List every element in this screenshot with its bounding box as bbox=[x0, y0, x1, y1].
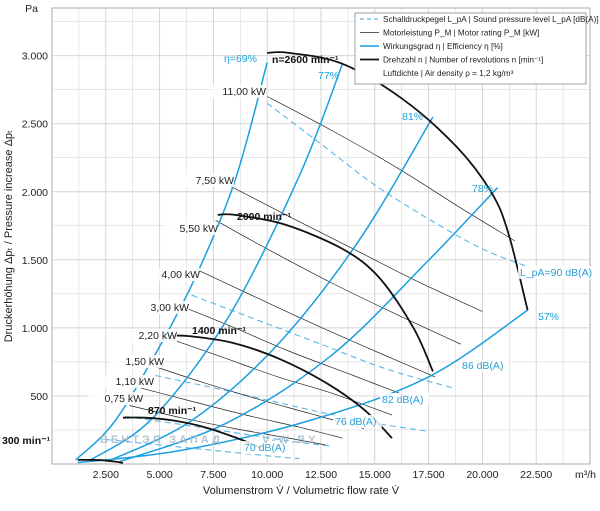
power-label-bg bbox=[212, 85, 266, 98]
legend-entry: Luftdichte | Air density ρ = 1,2 kg/m³ bbox=[383, 69, 514, 78]
speed-label: 870 min⁻¹ bbox=[148, 405, 197, 417]
sound-label: L_pA=90 dB(A) bbox=[520, 267, 592, 279]
sound-label: 86 dB(A) bbox=[462, 360, 503, 372]
efficiency-curve bbox=[107, 116, 434, 462]
sound-curve bbox=[125, 415, 332, 447]
watermark-text: ВЕНТЭЛ ЗАПАД bbox=[100, 434, 223, 446]
x-tick-label: 20.000 bbox=[466, 469, 498, 481]
legend-entry: Schalldruckpegel L_pA | Sound pressure l… bbox=[383, 15, 599, 24]
efficiency-label: 77% bbox=[318, 70, 339, 82]
power-curve bbox=[267, 96, 515, 242]
power-label: 0,75 kW bbox=[104, 393, 143, 405]
axes: 2.500 5.000 7.500 10.000 12.500 15.000 17.500 2… bbox=[3, 3, 596, 497]
y-tick-label: 2.000 bbox=[22, 187, 48, 199]
efficiency-curves bbox=[75, 62, 529, 464]
sound-curve bbox=[105, 438, 300, 460]
power-curve bbox=[152, 365, 365, 429]
speed-curve bbox=[122, 416, 262, 449]
efficiency-label: 81% bbox=[402, 111, 423, 123]
x-tick-label: 17.500 bbox=[413, 469, 445, 481]
power-label-bg bbox=[180, 174, 234, 187]
efficiency-curve bbox=[75, 62, 268, 461]
watermark-text: V-W.BY bbox=[262, 434, 319, 446]
power-label: 11,00 kW bbox=[222, 86, 266, 98]
legend-box bbox=[354, 12, 587, 85]
power-label: 1,50 kW bbox=[125, 356, 164, 368]
x-tick-label: 15.000 bbox=[359, 469, 391, 481]
watermark: ВЕНТЭЛ ЗАПАД V-W.BY bbox=[100, 434, 319, 446]
x-tick-label: 10.000 bbox=[251, 469, 283, 481]
sound-label-bg bbox=[518, 266, 595, 279]
legend-entry: Drehzahl n | Number of revolutions n [mi… bbox=[383, 56, 543, 65]
power-label: 4,00 kW bbox=[161, 269, 200, 281]
speed-label: 2000 min⁻¹ bbox=[237, 211, 291, 223]
power-curve bbox=[129, 405, 326, 446]
sound-label: 82 dB(A) bbox=[382, 394, 423, 406]
efficiency-label: 57% bbox=[538, 311, 559, 323]
speed-curve bbox=[77, 458, 124, 464]
sound-pressure-curves bbox=[105, 102, 528, 460]
speed-curve bbox=[267, 51, 529, 311]
sound-label: 76 dB(A) bbox=[335, 416, 376, 428]
power-label: 1,10 kW bbox=[115, 376, 154, 388]
power-label-bg bbox=[89, 392, 143, 405]
legend-entry: Wirkungsgrad η | Efficiency η [%] bbox=[383, 42, 503, 51]
sound-label: 70 dB(A) bbox=[244, 442, 285, 454]
power-curve bbox=[180, 305, 414, 400]
efficiency-curve bbox=[77, 309, 529, 464]
x-tick-label: 7.500 bbox=[200, 469, 226, 481]
power-label-bg bbox=[135, 301, 189, 314]
x-unit-label: m³/h bbox=[575, 469, 596, 481]
y-tick-label: 1.500 bbox=[22, 255, 48, 267]
sound-curve bbox=[266, 102, 528, 268]
speed-curves bbox=[77, 51, 529, 464]
speed-curve bbox=[217, 213, 434, 372]
y-unit-label: Pa bbox=[25, 3, 38, 15]
power-label: 5,50 kW bbox=[179, 223, 218, 235]
sound-label-bg bbox=[333, 415, 382, 428]
power-label-bg bbox=[123, 329, 177, 342]
sound-label-bg bbox=[460, 359, 509, 372]
efficiency-label: η=69% bbox=[224, 53, 257, 65]
x-tick-label: 2.500 bbox=[93, 469, 119, 481]
x-axis-title: Volumenstrom V̇ / Volumetric flow rate V… bbox=[203, 484, 400, 497]
y-tick-label: 500 bbox=[30, 391, 48, 403]
power-curve bbox=[140, 387, 343, 439]
efficiency-curve bbox=[118, 187, 499, 463]
y-tick-label: 1.000 bbox=[22, 323, 48, 335]
efficiency-curve bbox=[90, 63, 344, 461]
legend: Schalldruckpegel L_pA | Sound pressure l… bbox=[354, 12, 599, 85]
sound-curve bbox=[155, 374, 429, 432]
legend-entry: Motorleistung P_M | Motor rating P_M [kW… bbox=[383, 29, 539, 38]
speed-label: n=2600 min⁻¹ bbox=[272, 54, 339, 66]
x-tick-label: 12.500 bbox=[305, 469, 337, 481]
power-label: 7,50 kW bbox=[195, 175, 234, 187]
y-tick-label: 3.000 bbox=[22, 51, 48, 63]
x-tick-label: 22.500 bbox=[520, 469, 552, 481]
sound-label-bg bbox=[242, 441, 291, 454]
speed-label: 1400 min⁻¹ bbox=[192, 325, 246, 337]
power-label: 3,00 kW bbox=[150, 302, 189, 314]
power-label-bg bbox=[110, 355, 164, 368]
y-axis-title: Druckerhöhung Δpₜ / Pressure increase Δp… bbox=[3, 130, 15, 343]
power-label-bg bbox=[146, 268, 200, 281]
sound-label-bg bbox=[380, 393, 429, 406]
power-label-bg bbox=[100, 375, 154, 388]
x-tick-label: 5.000 bbox=[146, 469, 172, 481]
power-label: 2,20 kW bbox=[138, 330, 177, 342]
curve-labels: 300 min⁻¹ 870 min⁻¹ 1400 min⁻¹ 2000 min⁻¹ n=… bbox=[2, 53, 595, 454]
speed-label: 300 min⁻¹ bbox=[2, 435, 51, 447]
power-curve bbox=[215, 219, 462, 345]
power-curve bbox=[196, 268, 436, 378]
y-tick-label: 2.500 bbox=[22, 119, 48, 131]
speed-curve bbox=[168, 334, 393, 439]
power-label-bg bbox=[164, 222, 218, 235]
efficiency-label: 78% bbox=[472, 183, 493, 195]
